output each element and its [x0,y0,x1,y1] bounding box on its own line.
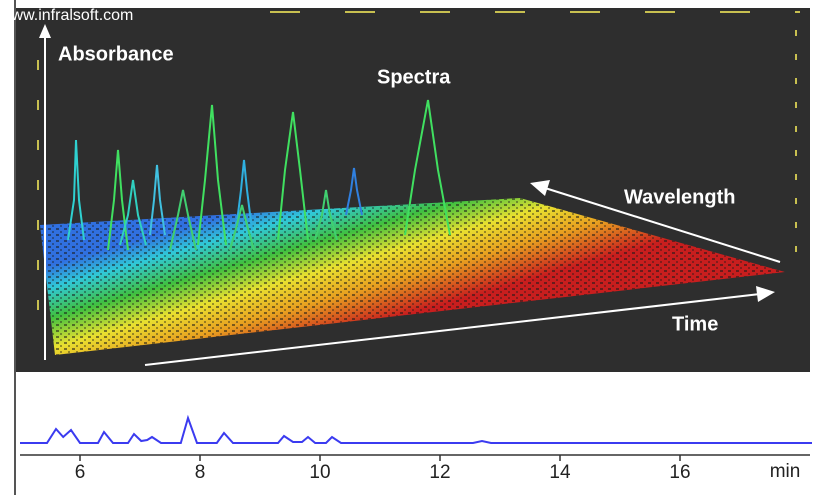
spectra-peaks [67,99,451,251]
x-tick-label: 10 [309,462,330,483]
axis-label: Wavelength [624,186,736,208]
surface-texture [40,198,785,355]
arrow-head [530,180,550,196]
x-tick-label: 14 [549,462,571,483]
arrow-head [756,286,775,302]
peaks-label: Spectra [377,66,451,88]
x-tick-label: 16 [669,462,690,483]
time-axis [144,293,761,366]
wavelength-axis [544,187,781,263]
chromatogram-line [20,414,812,444]
x-tick-label: 6 [75,462,86,483]
x-tick-label: 12 [429,462,450,483]
arrow-head [39,24,51,38]
watermark: www.infralsoft.com [0,7,133,24]
x-unit-label: min [770,461,801,482]
axis-label: Absorbance [58,43,174,65]
axis-label: Time [672,313,718,335]
x-tick-label: 8 [195,462,206,483]
panel-3d: www.infralsoft.com Absorbance Spectra Wa… [0,7,810,372]
